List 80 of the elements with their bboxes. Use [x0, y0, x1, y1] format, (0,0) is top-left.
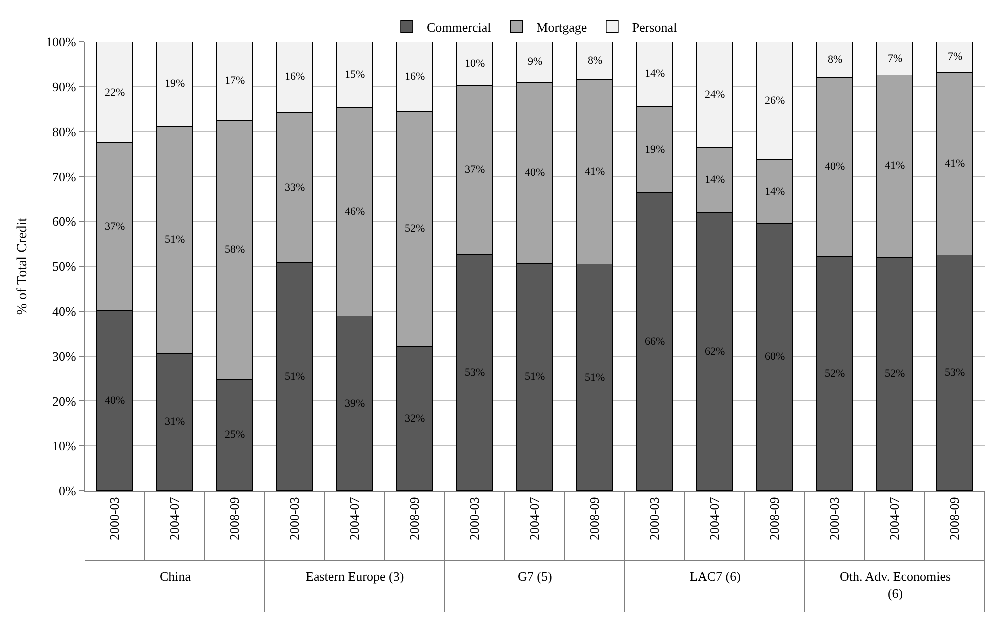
y-tick-label: 20%: [52, 394, 77, 409]
data-label: 46%: [345, 206, 366, 218]
y-tick-label: 60%: [52, 214, 77, 230]
data-label: 14%: [705, 174, 726, 186]
data-label: 8%: [588, 55, 603, 67]
data-label: 62%: [705, 346, 726, 358]
y-tick-label: 100%: [46, 34, 77, 50]
data-label: 24%: [705, 89, 726, 101]
y-tick-label: 30%: [52, 348, 77, 364]
x-tick-label: 2008-09: [227, 497, 242, 541]
text: Eastern Europe (3): [306, 569, 404, 584]
x-tick-label: 2004-07: [707, 496, 722, 541]
data-label: 26%: [765, 95, 786, 107]
legend-label: Mortgage: [536, 20, 588, 36]
data-label: 53%: [945, 367, 966, 379]
data-label: 7%: [948, 51, 963, 63]
data-label: 16%: [405, 71, 426, 83]
x-tick-label: 2004-07: [347, 496, 362, 541]
data-label: 52%: [405, 223, 426, 235]
data-label: 51%: [525, 371, 546, 383]
data-label: 52%: [825, 368, 846, 380]
data-label: 66%: [645, 336, 666, 348]
data-label: 37%: [105, 221, 126, 233]
data-label: 41%: [585, 166, 606, 178]
y-tick-label: 10%: [52, 438, 77, 454]
data-label: 31%: [165, 416, 186, 428]
data-label: 37%: [465, 164, 486, 176]
data-label: 39%: [345, 398, 366, 410]
data-label: 25%: [225, 429, 246, 441]
data-label: 52%: [885, 368, 906, 380]
data-label: 60%: [765, 351, 786, 363]
y-tick-label: 90%: [52, 79, 77, 94]
data-label: 14%: [765, 186, 786, 198]
data-label: 51%: [165, 234, 186, 246]
data-label: 10%: [465, 58, 486, 70]
x-tick-label: 2000-03: [107, 497, 122, 541]
data-label: 53%: [465, 367, 486, 379]
x-tick-label: 2004-07: [527, 496, 542, 541]
y-tick-label: 80%: [52, 124, 77, 140]
data-label: 19%: [645, 144, 666, 156]
text: Oth. Adv. Economies (6): [840, 569, 952, 601]
y-tick-label: 0%: [59, 484, 77, 499]
x-tick-label: 2000-03: [827, 497, 842, 541]
y-tick-label: 40%: [52, 304, 77, 319]
data-label: 9%: [528, 56, 543, 68]
data-label: 15%: [345, 69, 366, 81]
y-axis-title: % of Total Credit: [16, 218, 31, 316]
x-tick-label: 2000-03: [467, 497, 482, 541]
data-label: 8%: [828, 54, 843, 66]
x-tick-label: 2008-09: [407, 497, 422, 541]
data-label: 32%: [405, 413, 426, 425]
x-tick-label: 2008-09: [767, 497, 782, 541]
data-label: 51%: [285, 371, 306, 383]
data-label: 40%: [825, 161, 846, 173]
data-label: 7%: [888, 53, 903, 65]
x-tick-label: 2004-07: [167, 496, 182, 541]
legend-label: Commercial: [427, 20, 492, 36]
data-label: 16%: [285, 71, 306, 83]
data-label: 40%: [525, 167, 546, 179]
x-tick-label: 2008-09: [587, 497, 602, 541]
data-label: 22%: [105, 87, 126, 99]
data-label: 17%: [225, 75, 246, 87]
x-tick-label: 2008-09: [947, 497, 962, 541]
data-label: 40%: [105, 395, 126, 407]
x-tick-label: 2004-07: [887, 496, 902, 541]
y-tick-label: 50%: [52, 259, 77, 274]
data-label: 14%: [645, 68, 666, 80]
data-label: 51%: [585, 372, 606, 384]
text: G7 (5): [518, 569, 552, 584]
text: China: [160, 569, 192, 584]
data-label: 41%: [885, 160, 906, 172]
data-label: 58%: [225, 244, 246, 256]
data-label: 41%: [945, 158, 966, 170]
legend-label: Personal: [632, 20, 678, 36]
x-tick-label: 2000-03: [287, 497, 302, 541]
y-tick-label: 70%: [52, 169, 77, 184]
x-tick-label: 2000-03: [647, 497, 662, 541]
data-label: 33%: [285, 182, 306, 194]
text: LAC7 (6): [690, 569, 741, 584]
data-label: 19%: [165, 78, 186, 90]
